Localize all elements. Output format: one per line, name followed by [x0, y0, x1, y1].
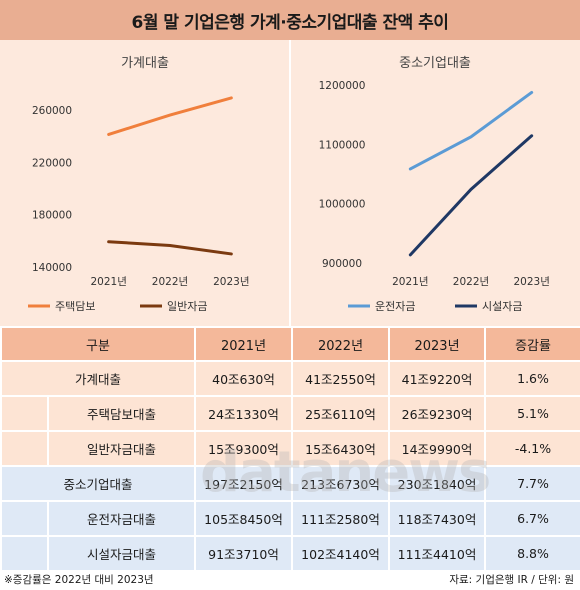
cell-2022: 15조6430억: [291, 430, 391, 467]
x-tick-label: 2021년: [392, 276, 428, 288]
row-label: 주택담보대출: [46, 395, 197, 432]
x-tick-label: 2021년: [90, 276, 126, 288]
table-row: 중소기업대출 197조2150억 213조6730억 230조1840억 7.7…: [0, 465, 580, 502]
cell-2022: 111조2580억: [291, 500, 391, 537]
row-label: 운전자금대출: [46, 500, 197, 537]
y-tick-label: 1200000: [319, 80, 366, 92]
indent-cell: [0, 500, 49, 537]
panel-divider: [289, 40, 291, 328]
table-header-row: 구분 2021년 2022년 2023년 증감률: [0, 326, 580, 362]
household-line-chart: 가계대출 260000 220000 180000 140000 2021년 2022년 20…: [28, 56, 250, 313]
cell-change: 6.7%: [484, 500, 580, 537]
cell-change: 5.1%: [484, 395, 580, 432]
cell-2023: 230조1840억: [388, 465, 487, 502]
loan-balance-table: 구분 2021년 2022년 2023년 증감률 가계대출 40조630억 41…: [0, 326, 580, 572]
header-2022: 2022년: [291, 326, 391, 362]
title-bar: 6월 말 기업은행 가계·중소기업대출 잔액 추이: [0, 0, 580, 40]
sme-chart-panel: 중소기업대출 1200000 1100000 1000000 900000 2021년 20…: [290, 40, 580, 328]
chart-title: 가계대출: [121, 56, 169, 71]
legend-label: 시설자금: [482, 300, 522, 313]
footnote: ※증감률은 2022년 대비 2023년: [4, 574, 154, 586]
y-tick-label: 180000: [32, 210, 72, 222]
cell-2021: 24조1330억: [194, 395, 294, 432]
legend-label: 일반자금: [167, 299, 207, 313]
series-line: [408, 90, 534, 171]
y-tick-label: 900000: [322, 258, 362, 270]
table-row: 가계대출 40조630억 41조2550억 41조9220억 1.6%: [0, 360, 580, 397]
page-title: 6월 말 기업은행 가계·중소기업대출 잔액 추이: [131, 12, 449, 33]
y-tick-label: 260000: [32, 105, 72, 117]
chart-title: 중소기업대출: [399, 56, 471, 71]
header-change: 증감률: [484, 326, 580, 362]
cell-2021: 105조8450억: [194, 500, 294, 537]
x-tick-label: 2023년: [513, 276, 549, 288]
row-label: 일반자금대출: [46, 430, 197, 467]
cell-change: 1.6%: [484, 360, 580, 397]
y-tick-label: 1000000: [319, 199, 366, 211]
cell-2021: 91조3710억: [194, 535, 294, 572]
series-line: [107, 240, 233, 256]
source-note: 자료: 기업은행 IR / 단위: 원: [449, 574, 574, 586]
cell-change: 8.8%: [484, 535, 580, 572]
table-row: 운전자금대출 105조8450억 111조2580억 118조7430억 6.7…: [0, 500, 580, 537]
header-2021: 2021년: [194, 326, 294, 362]
household-chart-panel: 가계대출 260000 220000 180000 140000 2021년 2022년 20…: [0, 40, 290, 328]
row-label: 시설자금대출: [46, 535, 197, 572]
header-2023: 2023년: [388, 326, 487, 362]
x-tick-label: 2023년: [213, 276, 249, 288]
cell-2021: 197조2150억: [194, 465, 294, 502]
cell-change: 7.7%: [484, 465, 580, 502]
header-category: 구분: [0, 326, 197, 362]
legend-label: 운전자금: [375, 300, 415, 313]
y-tick-label: 1100000: [319, 139, 366, 151]
cell-2023: 111조4410억: [388, 535, 487, 572]
cell-2023: 26조9230억: [388, 395, 487, 432]
cell-2022: 102조4140억: [291, 535, 391, 572]
cell-2022: 213조6730억: [291, 465, 391, 502]
legend-label: 주택담보: [55, 300, 95, 313]
x-tick-label: 2022년: [453, 276, 489, 288]
x-tick-label: 2022년: [152, 276, 188, 288]
indent-cell: [0, 395, 49, 432]
table-row: 시설자금대출 91조3710억 102조4140억 111조4410억 8.8%: [0, 535, 580, 572]
row-label: 가계대출: [0, 360, 197, 397]
cell-2022: 41조2550억: [291, 360, 391, 397]
indent-cell: [0, 535, 49, 572]
cell-2023: 41조9220억: [388, 360, 487, 397]
cell-2021: 40조630억: [194, 360, 294, 397]
table-row: 주택담보대출 24조1330억 25조6110억 26조9230억 5.1%: [0, 395, 580, 432]
sme-line-chart: 중소기업대출 1200000 1100000 1000000 900000 2021년 20…: [319, 56, 550, 313]
indent-cell: [0, 430, 49, 467]
y-tick-label: 140000: [32, 262, 72, 274]
cell-change: -4.1%: [484, 430, 580, 467]
cell-2023: 14조9990억: [388, 430, 487, 467]
cell-2023: 118조7430억: [388, 500, 487, 537]
table-row: 일반자금대출 15조9300억 15조6430억 14조9990억 -4.1%: [0, 430, 580, 467]
footer: ※증감률은 2022년 대비 2023년 자료: 기업은행 IR / 단위: 원: [0, 566, 580, 590]
series-line: [408, 134, 534, 257]
y-tick-label: 220000: [32, 157, 72, 169]
cell-2021: 15조9300억: [194, 430, 294, 467]
series-line: [107, 96, 233, 136]
row-label: 중소기업대출: [0, 465, 197, 502]
cell-2022: 25조6110억: [291, 395, 391, 432]
